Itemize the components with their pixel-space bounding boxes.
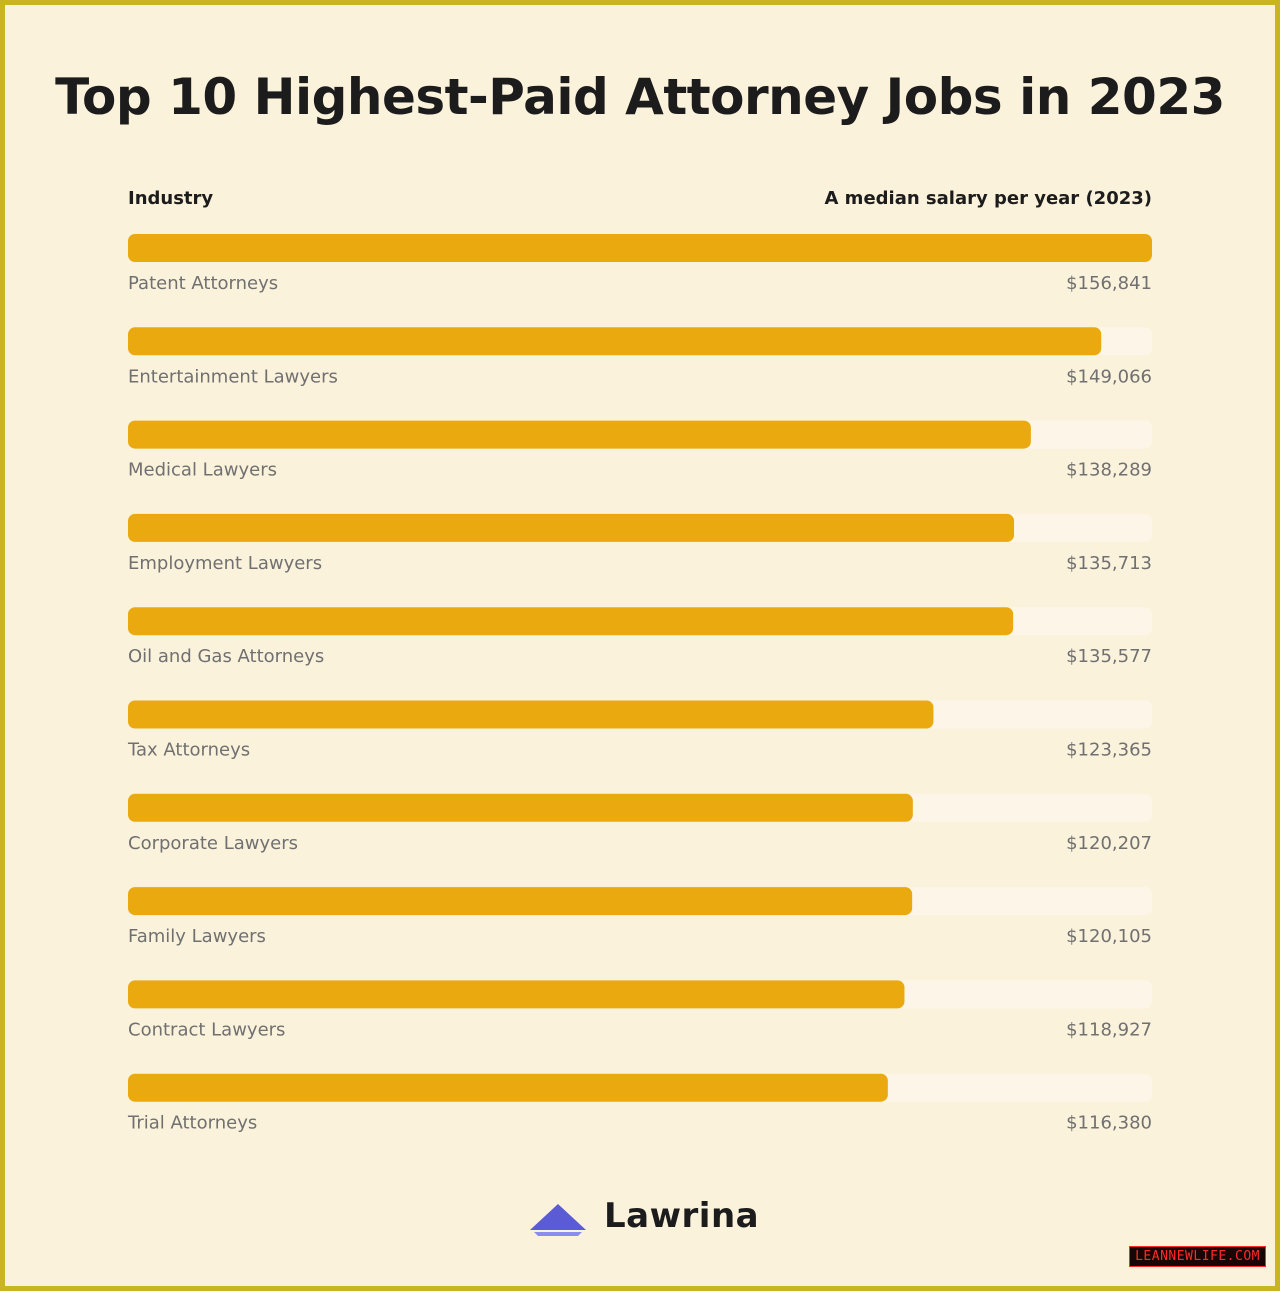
salary-bar-chart: Patent Attorneys $156,841 Entertainment La… xyxy=(127,234,1152,1134)
bar-row: Tax Attorneys $123,365 xyxy=(127,700,1152,761)
bar xyxy=(128,793,913,822)
bar xyxy=(128,607,1014,636)
value-label: $156,841 xyxy=(1066,273,1152,294)
category-label: Tax Attorneys xyxy=(127,740,250,761)
value-label: $120,105 xyxy=(1066,926,1152,947)
lawrina-logo-icon xyxy=(530,1204,586,1236)
category-label: Medical Lawyers xyxy=(128,460,277,481)
value-label: $138,289 xyxy=(1066,460,1152,481)
bar xyxy=(128,234,1152,262)
category-label: Oil and Gas Attorneys xyxy=(128,646,324,667)
value-label: $118,927 xyxy=(1066,1019,1152,1040)
bar-row: Medical Lawyers $138,289 xyxy=(128,420,1152,481)
category-label: Employment Lawyers xyxy=(128,553,322,574)
bar-row: Family Lawyers $120,105 xyxy=(128,887,1152,947)
bar xyxy=(128,980,905,1009)
value-label: $135,577 xyxy=(1066,646,1152,667)
bar-row: Contract Lawyers $118,927 xyxy=(128,980,1152,1040)
bar-row: Employment Lawyers $135,713 xyxy=(128,513,1152,574)
category-label: Entertainment Lawyers xyxy=(128,366,338,387)
category-label: Contract Lawyers xyxy=(128,1019,285,1040)
value-label: $135,713 xyxy=(1066,553,1152,574)
bar xyxy=(128,513,1015,542)
bar xyxy=(128,887,913,916)
page-title: Top 10 Highest-Paid Attorney Jobs in 202… xyxy=(55,68,1225,126)
bar-row: Oil and Gas Attorneys $135,577 xyxy=(128,607,1152,667)
watermark: LEANNEWLIFE.COM xyxy=(1129,1246,1266,1267)
bar xyxy=(128,327,1102,356)
brand-name: Lawrina xyxy=(604,1196,760,1236)
value-label: $149,066 xyxy=(1066,366,1152,387)
bar xyxy=(128,1073,888,1102)
value-label: $116,380 xyxy=(1066,1113,1152,1134)
column-header-salary: A median salary per year (2023) xyxy=(824,188,1152,209)
bar-row: Corporate Lawyers $120,207 xyxy=(128,793,1152,854)
bar xyxy=(128,700,934,729)
category-label: Corporate Lawyers xyxy=(128,833,298,854)
brand-logo: Lawrina xyxy=(528,1194,759,1238)
value-label: $120,207 xyxy=(1066,833,1152,854)
bar-row: Trial Attorneys $116,380 xyxy=(127,1073,1152,1134)
category-label: Family Lawyers xyxy=(128,926,266,947)
category-label: Trial Attorneys xyxy=(127,1113,257,1134)
bar xyxy=(128,420,1031,449)
column-header-industry: Industry xyxy=(128,188,214,209)
value-label: $123,365 xyxy=(1066,740,1152,761)
bar-row: Entertainment Lawyers $149,066 xyxy=(128,327,1152,387)
category-label: Patent Attorneys xyxy=(128,273,278,294)
bar-row: Patent Attorneys $156,841 xyxy=(128,234,1152,294)
